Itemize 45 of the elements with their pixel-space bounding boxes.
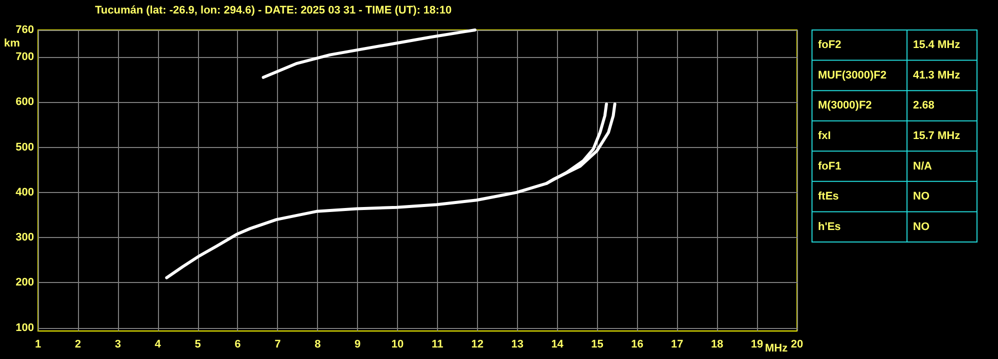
x-tick-label: 18 <box>710 338 724 350</box>
text: MUF(3000)F2 <box>818 69 886 82</box>
x-tick-label: 15 <box>591 338 604 350</box>
text: NO <box>913 220 930 233</box>
chart-title: Tucumán (lat: -26.9, lon: 294.6) - DATE: 2025 03 31 - TIME (UT): 18:10 <box>95 4 452 16</box>
text: NO <box>913 190 930 203</box>
x-tick-label: 6 <box>234 338 241 350</box>
x-tick-label: 2 <box>74 338 82 350</box>
text: 2.68 <box>913 100 934 112</box>
x-tick-label: 9 <box>354 338 361 350</box>
y-tick-label: 300 <box>16 232 34 244</box>
y-tick-label: 200 <box>16 276 34 289</box>
y-tick-label: 400 <box>16 186 34 198</box>
y-tick-label: 600 <box>16 96 34 108</box>
x-tick-label: 20 <box>790 338 804 350</box>
text: foF1 <box>818 160 842 172</box>
x-tick-label: 19 <box>750 338 764 350</box>
y-tick-label: 500 <box>16 141 34 154</box>
x-tick-label: 12 <box>471 338 484 350</box>
text: 41.3 MHz <box>913 69 961 82</box>
x-tick-label: 7 <box>274 338 281 350</box>
text: ftEs <box>818 190 839 203</box>
text: 15.7 MHz <box>913 130 961 142</box>
text: N/A <box>913 160 932 172</box>
text: h'Es <box>818 220 841 233</box>
text: M(3000)F2 <box>818 100 872 112</box>
x-tick-label: 8 <box>314 338 321 350</box>
y-tick-label: 700 <box>16 51 34 64</box>
x-tick-label: 13 <box>511 338 524 350</box>
x-tick-label: 11 <box>432 338 444 350</box>
x-tick-label: 3 <box>114 338 121 350</box>
y-tick-label: 100 <box>16 322 34 334</box>
x-tick-label: 5 <box>194 338 201 350</box>
x-tick-label: 4 <box>154 338 162 350</box>
x-axis-title: MHz <box>765 342 788 354</box>
y-axis-title: km <box>4 38 20 50</box>
x-tick-label: 16 <box>631 338 644 350</box>
x-tick-label: 1 <box>34 338 42 350</box>
text: fxI <box>818 130 831 142</box>
x-tick-label: 10 <box>391 338 404 350</box>
text: 15.4 MHz <box>913 39 961 52</box>
text: foF2 <box>818 39 842 52</box>
x-tick-label: 14 <box>551 338 564 350</box>
x-tick-label: 17 <box>671 338 684 350</box>
y-tick-label: 760 <box>16 24 34 36</box>
